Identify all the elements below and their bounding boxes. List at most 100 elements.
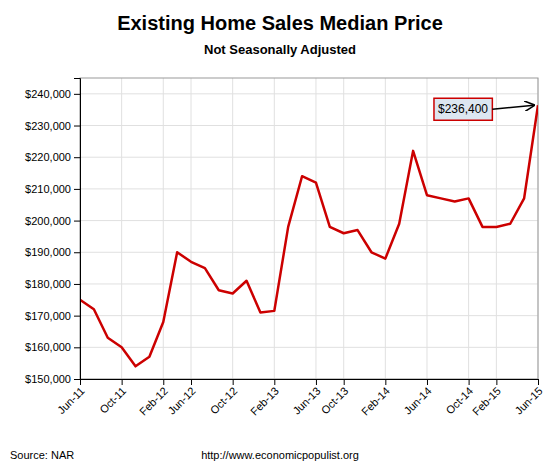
tick: Jun-11 — [55, 379, 87, 416]
line — [80, 105, 538, 366]
tick-label: Jun-12 — [165, 385, 197, 417]
y-axis: $150,000 $160,000 $170,000 $180,000 $190,000… — [25, 79, 80, 386]
tick-label: Jun-15 — [512, 385, 544, 417]
tick-label: Feb-15 — [470, 385, 503, 418]
tick: $180,000 — [25, 278, 80, 290]
tick-mark — [74, 126, 80, 127]
tick-label: Oct-11 — [97, 385, 128, 416]
grid-line — [80, 283, 538, 284]
tick-label: $240,000 — [25, 88, 71, 100]
tick: $230,000 — [25, 120, 80, 132]
grid-line — [80, 315, 538, 316]
grid-line — [80, 93, 538, 94]
grid-line — [191, 78, 192, 379]
tick: $190,000 — [25, 246, 80, 258]
tick: Jun-15 — [512, 379, 544, 417]
tick-mark — [496, 379, 497, 385]
tick-mark — [427, 379, 428, 385]
subtitle: Not Seasonally Adjusted — [204, 42, 356, 57]
tick: Oct-11 — [97, 379, 128, 416]
tick-mark — [316, 379, 317, 385]
tick-mark — [74, 379, 80, 380]
tick-label: $160,000 — [25, 341, 71, 353]
annotation-box — [434, 98, 492, 120]
tick-label: Oct-13 — [319, 385, 351, 417]
grid-line — [315, 78, 316, 379]
tick: Feb-13 — [248, 379, 281, 418]
tick: Oct-13 — [319, 379, 351, 416]
tick-label: $210,000 — [25, 183, 71, 195]
tick-label: $180,000 — [25, 278, 71, 290]
chart: $150,000 $160,000 $170,000 $180,000 $190,000… — [0, 0, 560, 467]
tick-mark — [80, 379, 81, 385]
tick-label: Jun-11 — [55, 385, 87, 417]
grid-line — [80, 252, 538, 253]
tick-mark — [74, 347, 80, 348]
grid-line — [80, 220, 538, 221]
grid-line — [121, 78, 122, 379]
tick-label: $150,000 — [25, 373, 71, 385]
tick-mark — [538, 379, 539, 385]
axis-line — [74, 79, 81, 380]
tick-label: Jun-14 — [401, 385, 433, 417]
annotation-text: $236,400 — [438, 102, 488, 116]
annotation-arrow — [492, 105, 534, 109]
tick-mark — [163, 379, 164, 385]
tick: $150,000 — [25, 373, 80, 385]
tick: Jun-12 — [165, 379, 197, 417]
annotation: $236,400 — [434, 98, 534, 120]
tick-mark — [385, 379, 386, 385]
tick: Feb-14 — [359, 379, 392, 418]
tick: Jun-13 — [290, 379, 322, 417]
tick-label: $220,000 — [25, 151, 71, 163]
source: Source: NAR — [10, 449, 74, 461]
tick: $210,000 — [25, 183, 80, 195]
plot-area — [80, 105, 538, 366]
tick-mark — [74, 94, 80, 95]
grid-line — [343, 78, 344, 379]
tick-mark — [74, 157, 80, 158]
tick-mark — [344, 379, 345, 385]
tick: $200,000 — [25, 215, 80, 227]
x-axis: Jun-11 Oct-11 Feb-12Jun-12 Oct-12Feb-13 Jun-… — [55, 379, 545, 418]
tick: Feb-12 — [137, 379, 170, 418]
tick-label: Oct-12 — [208, 385, 240, 417]
tick-mark — [74, 284, 80, 285]
tick: Oct-12 — [208, 379, 240, 416]
tick-label: Feb-12 — [137, 385, 170, 418]
tick: $160,000 — [25, 341, 80, 353]
tick-label: $200,000 — [25, 215, 71, 227]
grid — [80, 78, 538, 379]
tick-mark — [469, 379, 470, 385]
url: http://www.economicpopulist.org — [201, 449, 359, 461]
grid-line — [80, 347, 538, 348]
grid-line — [163, 78, 164, 379]
tick: Jun-14 — [401, 379, 433, 417]
grid-line — [385, 78, 386, 379]
grid-line — [80, 125, 538, 126]
title: Existing Home Sales Median Price — [117, 12, 443, 34]
tick-label: $230,000 — [25, 120, 71, 132]
tick-label: $190,000 — [25, 246, 71, 258]
tick: Feb-15 — [470, 379, 503, 418]
grid-line — [468, 78, 469, 379]
tick-mark — [191, 379, 192, 385]
tick-label: Feb-14 — [359, 385, 392, 418]
tick-label: Feb-13 — [248, 385, 281, 418]
tick: $220,000 — [25, 151, 80, 163]
grid-line — [80, 188, 538, 189]
axis-line — [81, 380, 539, 386]
tick-mark — [122, 379, 123, 385]
plot-frame — [80, 78, 538, 379]
grid-line — [426, 78, 427, 379]
grid-line — [232, 78, 233, 379]
grid-line — [496, 78, 497, 379]
tick-label: Oct-14 — [443, 385, 475, 417]
tick-mark — [74, 221, 80, 222]
tick-mark — [74, 252, 80, 253]
grid-line — [80, 157, 538, 158]
tick-mark — [233, 379, 234, 385]
tick: $170,000 — [25, 310, 80, 322]
tick-mark — [74, 189, 80, 190]
tick-label: Jun-13 — [290, 385, 322, 417]
